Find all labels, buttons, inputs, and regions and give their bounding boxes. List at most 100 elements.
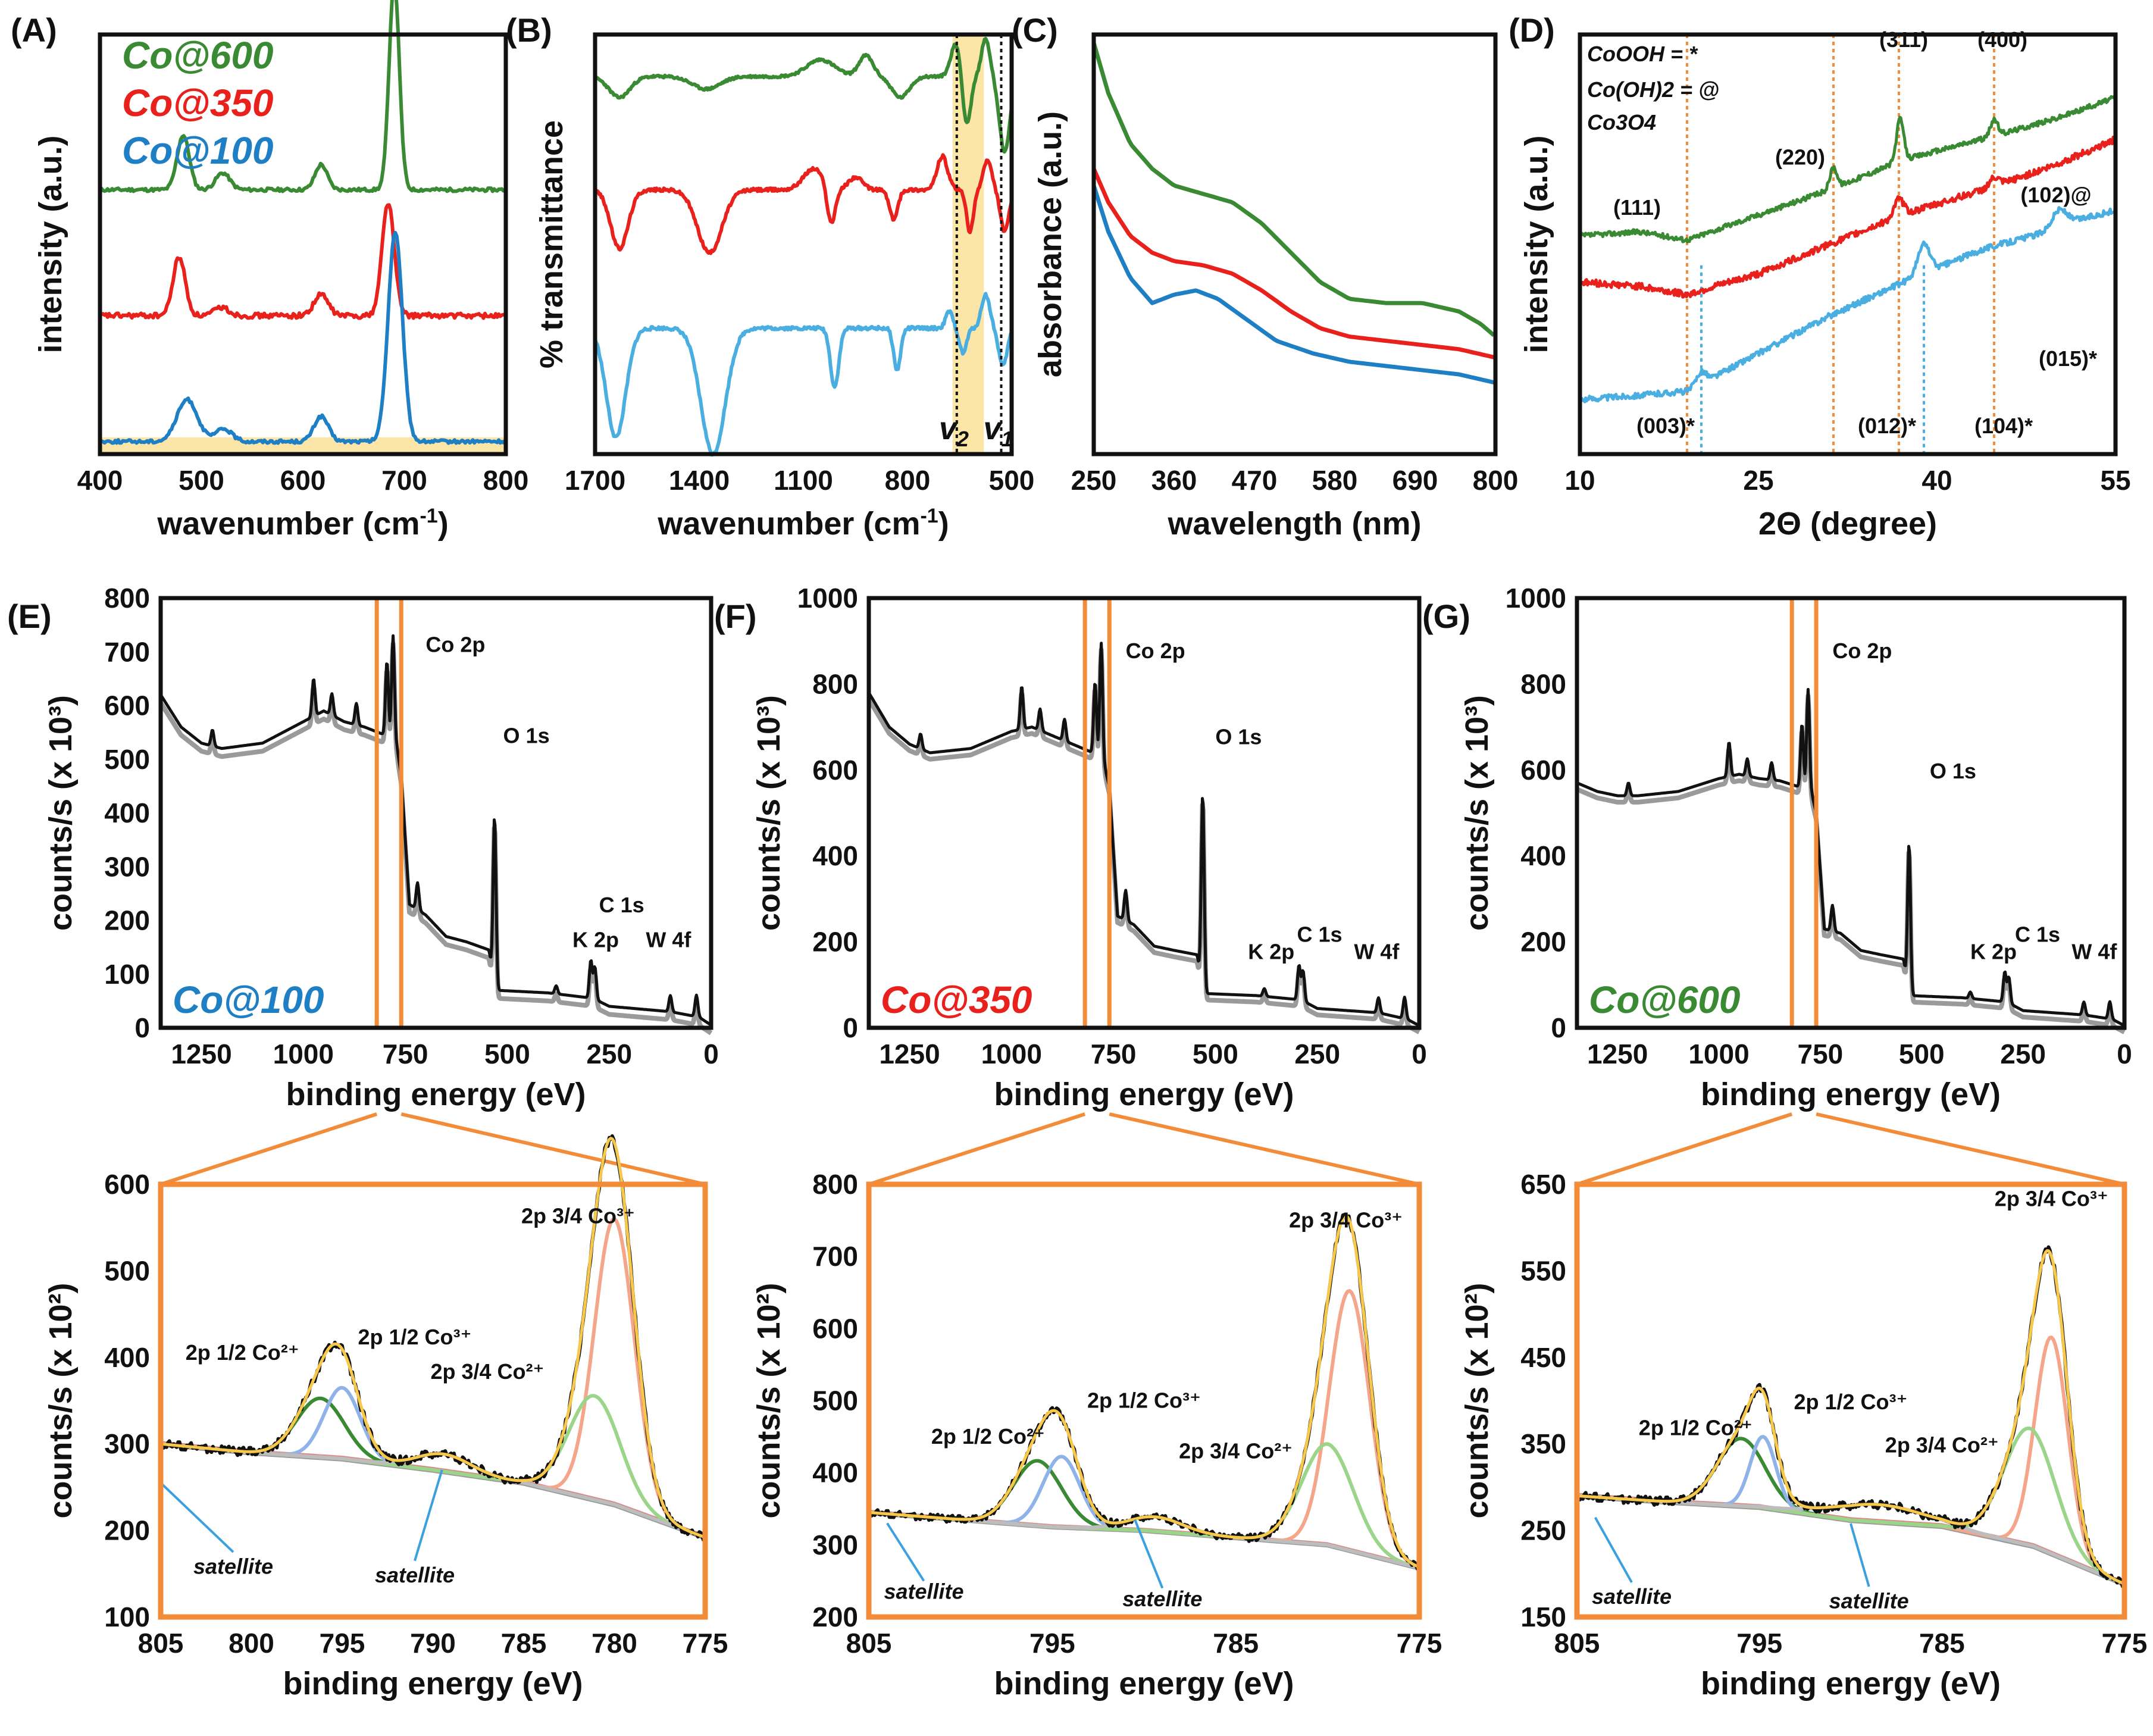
panel-f-zoom-satellite-label-0: satellite — [884, 1579, 963, 1604]
panel-f-connector-left — [868, 1112, 1086, 1186]
panel-e-zoom-xtick-785: 785 — [501, 1628, 547, 1659]
panel-e-zoom-frame — [158, 1181, 708, 1620]
panel-e-zoom-satellite-label-1: satellite — [375, 1563, 455, 1587]
panel-d-series-Co@350 — [1578, 136, 2117, 299]
panel-g-zoom-ylabel: counts/s (x 10²) — [1459, 1283, 1495, 1518]
panel-b-ylabel: % transmittance — [534, 120, 569, 368]
panel-g-ytick-800: 800 — [1520, 668, 1566, 699]
panel-e-zoom-label-2: 2p 3/4 Co²⁺ — [430, 1359, 544, 1384]
panel-e-ytick-200: 200 — [104, 905, 150, 936]
panel-f-zoom-ylabel: counts/s (x 10²) — [751, 1283, 787, 1518]
panel-e-zoom-satellite-arrow-0 — [159, 1482, 234, 1553]
panel-g-zoom-ytick-450: 450 — [1520, 1342, 1566, 1373]
panel-g-xtick-1000: 1000 — [1688, 1039, 1749, 1069]
panel-f-zoom-envelope — [868, 1214, 1419, 1568]
panel-f-zoom-xtick-785: 785 — [1213, 1628, 1259, 1659]
panel-d-annotation-3: (111) — [1613, 195, 1661, 220]
panel-c: 250 360 470 580 690 800 wavelength (nm) absorba… — [1012, 11, 1518, 542]
panel-f-zoom-ytick-300: 300 — [812, 1529, 858, 1560]
panel-a: 400 500 600 700 800 wavenumber (cm-1) intensit… — [11, 0, 528, 542]
panel-f: Co 2p O 1s K 2pC 1s W 4f 1250 1000 750 500 250 0 0… — [714, 583, 1427, 1186]
panel-e-ytick-500: 500 — [104, 744, 150, 775]
panel-f-zoom-xlabel: binding energy (eV) — [994, 1666, 1294, 1701]
panel-f-zoom-component-0 — [868, 1459, 1418, 1569]
panel-label-E: (E) — [7, 598, 52, 635]
panel-c-xtick-360: 360 — [1151, 465, 1197, 496]
panel-f-zoom-label-3: 2p 1/2 Co²⁺ — [931, 1424, 1045, 1449]
panel-e-zoom-xtick-800: 800 — [229, 1628, 274, 1659]
panel-f-ytick-200: 200 — [812, 927, 858, 958]
panel-e-ytick-700: 700 — [104, 636, 150, 667]
panel-d-annotation-4: (102)@ — [2020, 183, 2091, 207]
panel-b-series-Co@600 — [593, 36, 1013, 154]
panel-e-zoom-xlabel: binding energy (eV) — [283, 1666, 583, 1701]
panel-f-zoom-ytick-500: 500 — [812, 1385, 858, 1416]
panel-f-xtick-1250: 1250 — [879, 1039, 940, 1069]
panel-e-zoom-ytick-200: 200 — [104, 1515, 150, 1546]
panel-e-ytick-400: 400 — [104, 797, 150, 828]
panel-g-zoom-ytick-650: 650 — [1520, 1169, 1566, 1200]
panel-b-xtick-1100: 1100 — [774, 465, 833, 496]
panel-c-xtick-580: 580 — [1312, 465, 1358, 496]
panel-d-annotation-8: (104)* — [1974, 414, 2033, 438]
panel-g-ytick-200: 200 — [1520, 927, 1566, 958]
panel-g-peak-label-3: C 1s — [2015, 922, 2060, 947]
panel-c-series-Co@350 — [1091, 168, 1495, 359]
panel-e-zoom-background-2 — [160, 1444, 702, 1539]
panel-g-zoom-satellite-arrow-0 — [1594, 1516, 1633, 1583]
panel-g-ytick-0: 0 — [1551, 1012, 1566, 1043]
panel-c-xtick-470: 470 — [1232, 465, 1278, 496]
panel-e-zoom-ylabel: counts/s (x 10²) — [43, 1283, 79, 1518]
panel-e-peak-label-0: Co 2p — [425, 632, 485, 656]
panel-e-survey-shadow — [158, 641, 713, 1036]
panel-d-ylabel: intensity (a.u.) — [1519, 135, 1554, 353]
panel-e-connector-left — [160, 1112, 378, 1186]
panel-label-C: (C) — [1012, 11, 1058, 49]
panel-f-ytick-800: 800 — [812, 668, 858, 699]
panel-b-xtick-1400: 1400 — [669, 465, 730, 496]
panel-f-zoom-ytick-600: 600 — [812, 1313, 858, 1344]
panel-f-zoom-ytick-800: 800 — [812, 1169, 858, 1200]
panel-g-peak-label-0: Co 2p — [1832, 639, 1892, 663]
panel-g-zoom-ytick-250: 250 — [1520, 1515, 1566, 1546]
panel-label-A: (A) — [11, 11, 57, 49]
panel-e-zoom-satellite-label-0: satellite — [193, 1554, 273, 1578]
panel-g-zoom: 2p 3/4 Co³⁺ 2p 1/2 Co³⁺ 2p 3/4 Co²⁺ 2p 1/2 … — [1459, 1169, 2147, 1701]
panel-c-ylabel: absorbance (a.u.) — [1032, 111, 1068, 377]
panel-e-xtick-750: 750 — [383, 1039, 428, 1069]
panel-d-xlabel: 2Θ (degree) — [1758, 506, 1937, 542]
panel-a-series-Co@100 — [99, 230, 506, 445]
panel-g-ytick-1000: 1000 — [1506, 583, 1566, 614]
panel-g-xtick-250: 250 — [2000, 1039, 2046, 1069]
panel-g-connector-right — [1816, 1112, 2125, 1186]
panel-g-zoom-xtick-805: 805 — [1554, 1628, 1600, 1659]
panel-d-annotation-1: (400) — [1977, 27, 2027, 52]
panel-g-zoom-ytick-550: 550 — [1520, 1255, 1566, 1286]
panel-b-series-Co@100 — [593, 292, 1013, 457]
panel-e-xtick-1250: 1250 — [171, 1039, 231, 1069]
panel-f-zoom: 2p 3/4 Co³⁺ 2p 1/2 Co³⁺ 2p 3/4 Co²⁺ 2p 1/2 … — [751, 1169, 1442, 1701]
panel-e-peak-label-2: K 2p — [572, 928, 619, 952]
panel-f-survey — [867, 642, 1420, 1027]
panel-e-peak-label-3: C 1s — [599, 893, 644, 917]
panel-g-survey-shadow — [1575, 693, 2126, 1034]
panel-c-series-Co@100 — [1091, 184, 1495, 385]
panel-d-xtick-55: 55 — [2100, 465, 2130, 496]
panel-e-zoom-ytick-600: 600 — [104, 1169, 150, 1200]
panel-f-zoom-label-0: 2p 3/4 Co³⁺ — [1289, 1208, 1403, 1233]
panel-b-xtick-800: 800 — [885, 465, 931, 496]
panel-d-series-Co@100 — [1578, 206, 2117, 403]
panel-b-frame — [593, 32, 1014, 456]
panel-label-D: (D) — [1509, 11, 1555, 49]
panel-e-zoom-ytick-400: 400 — [104, 1342, 150, 1373]
panel-g-zoom-ytick-150: 150 — [1520, 1602, 1566, 1632]
panel-b: v2 v1 1700 1400 1100 800 500 wavenumber (cm-1)%… — [506, 11, 1034, 542]
panel-d-legend-co3o4: Co3O4 — [1587, 110, 1656, 134]
panel-f-ytick-400: 400 — [812, 840, 858, 871]
panel-g-ytick-400: 400 — [1520, 840, 1566, 871]
panel-g-frame — [1575, 596, 2127, 1030]
panel-a-legend-1: Co@350 — [122, 82, 274, 124]
panel-a-legend-2: Co@100 — [122, 129, 274, 172]
panel-d-xtick-40: 40 — [1922, 465, 1952, 496]
panel-e-zoom-ytick-100: 100 — [104, 1602, 150, 1632]
